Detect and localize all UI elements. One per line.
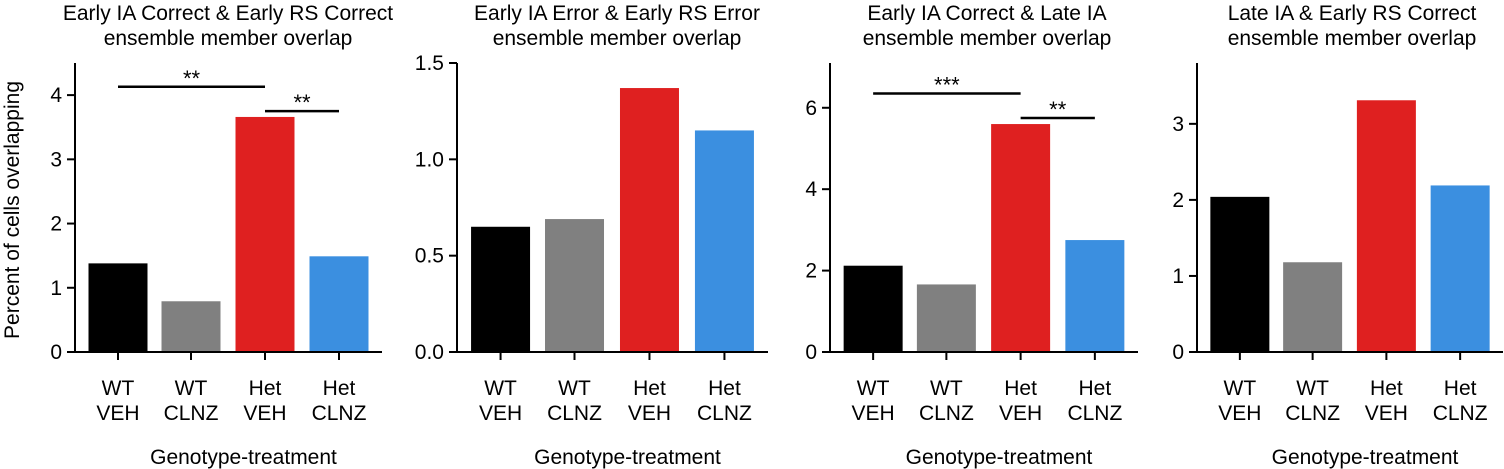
x-tick-label: VEH <box>243 402 286 425</box>
bar-3 <box>991 124 1051 352</box>
bar-3 <box>1356 100 1416 352</box>
x-tick-label: CLNZ <box>312 402 367 425</box>
bar-2 <box>916 284 976 352</box>
y-tick-label: 1.5 <box>415 52 444 75</box>
chart-title-line-1: Early IA Correct & Early RS Correct <box>63 2 393 25</box>
y-tick-label: 2 <box>50 213 62 236</box>
x-tick-label: VEH <box>1365 402 1408 425</box>
bar-4 <box>309 256 369 352</box>
x-tick-label: VEH <box>96 402 139 425</box>
x-axis-label: Genotype-treatment <box>1272 446 1459 469</box>
x-tick-label: WT <box>484 377 517 400</box>
x-tick-label: WT <box>857 377 890 400</box>
bar-4 <box>1430 185 1490 352</box>
x-tick-label: Het <box>633 377 666 400</box>
bar-3 <box>235 116 295 353</box>
x-tick-label: Het <box>1370 377 1403 400</box>
x-tick-label: Het <box>323 377 356 400</box>
bar-1 <box>843 265 903 352</box>
x-axis-label: Genotype-treatment <box>150 446 337 469</box>
y-tick-label: 2 <box>805 260 817 283</box>
x-tick-label: CLNZ <box>1433 402 1488 425</box>
y-tick-label: 0 <box>805 341 817 364</box>
x-tick-label: Het <box>708 377 741 400</box>
x-tick-label: CLNZ <box>164 402 219 425</box>
significance-label: *** <box>934 73 960 98</box>
bar-1 <box>471 226 531 352</box>
y-tick-label: 4 <box>50 84 62 107</box>
significance-label: ** <box>183 66 201 91</box>
y-tick-label: 3 <box>1172 113 1184 136</box>
y-tick-label: 1 <box>50 277 62 300</box>
bar-2 <box>1283 262 1343 352</box>
chart-title-line-2: ensemble member overlap <box>104 27 353 50</box>
y-tick-label: 0 <box>1172 341 1184 364</box>
chart-title-line-1: Late IA & Early RS Correct <box>1228 2 1477 25</box>
bar-2 <box>161 301 221 352</box>
significance-label: ** <box>1049 97 1067 122</box>
bar-3 <box>619 88 679 353</box>
bar-4 <box>694 130 754 352</box>
x-tick-label: VEH <box>999 402 1042 425</box>
x-tick-label: WT <box>102 377 135 400</box>
chart-title-line-2: ensemble member overlap <box>493 27 742 50</box>
chart-title-line-1: Early IA Correct & Late IA <box>867 2 1106 25</box>
x-tick-label: CLNZ <box>697 402 752 425</box>
bar-2 <box>545 219 605 352</box>
x-tick-label: WT <box>930 377 963 400</box>
chart-panel-1: Early IA Correct & Early RS Correctensem… <box>50 2 393 469</box>
y-tick-label: 0.0 <box>415 341 444 364</box>
shared-y-axis-label: Percent of cells overlapping <box>1 81 24 339</box>
x-tick-label: VEH <box>479 402 522 425</box>
y-tick-label: 1 <box>1172 265 1184 288</box>
x-tick-label: WT <box>1296 377 1329 400</box>
y-tick-label: 4 <box>805 178 817 201</box>
y-tick-label: 3 <box>50 148 62 171</box>
y-tick-label: 6 <box>805 97 817 120</box>
x-tick-label: WT <box>558 377 591 400</box>
x-tick-label: CLNZ <box>919 402 974 425</box>
y-tick-label: 0 <box>50 341 62 364</box>
x-tick-label: WT <box>1224 377 1257 400</box>
y-tick-label: 1.0 <box>415 148 444 171</box>
bar-1 <box>1210 196 1270 352</box>
chart-title-line-1: Early IA Error & Early RS Error <box>474 2 760 25</box>
x-tick-label: CLNZ <box>547 402 602 425</box>
x-tick-label: Het <box>1079 377 1112 400</box>
y-tick-label: 2 <box>1172 189 1184 212</box>
chart-title-line-2: ensemble member overlap <box>863 27 1112 50</box>
x-tick-label: VEH <box>852 402 895 425</box>
significance-label: ** <box>293 90 311 115</box>
x-tick-label: WT <box>175 377 208 400</box>
bar-1 <box>88 263 148 352</box>
x-axis-label: Genotype-treatment <box>906 446 1093 469</box>
chart-title-line-2: ensemble member overlap <box>1228 27 1477 50</box>
chart-panel-2: Early IA Error & Early RS Errorensemble … <box>415 2 768 469</box>
y-tick-label: 0.5 <box>415 245 444 268</box>
x-axis-label: Genotype-treatment <box>534 446 721 469</box>
x-tick-label: VEH <box>1218 402 1261 425</box>
x-tick-label: Het <box>1004 377 1037 400</box>
bar-4 <box>1065 240 1125 352</box>
x-tick-label: Het <box>1444 377 1477 400</box>
x-tick-label: Het <box>249 377 282 400</box>
x-tick-label: CLNZ <box>1285 402 1340 425</box>
x-tick-label: CLNZ <box>1067 402 1122 425</box>
x-tick-label: VEH <box>628 402 671 425</box>
